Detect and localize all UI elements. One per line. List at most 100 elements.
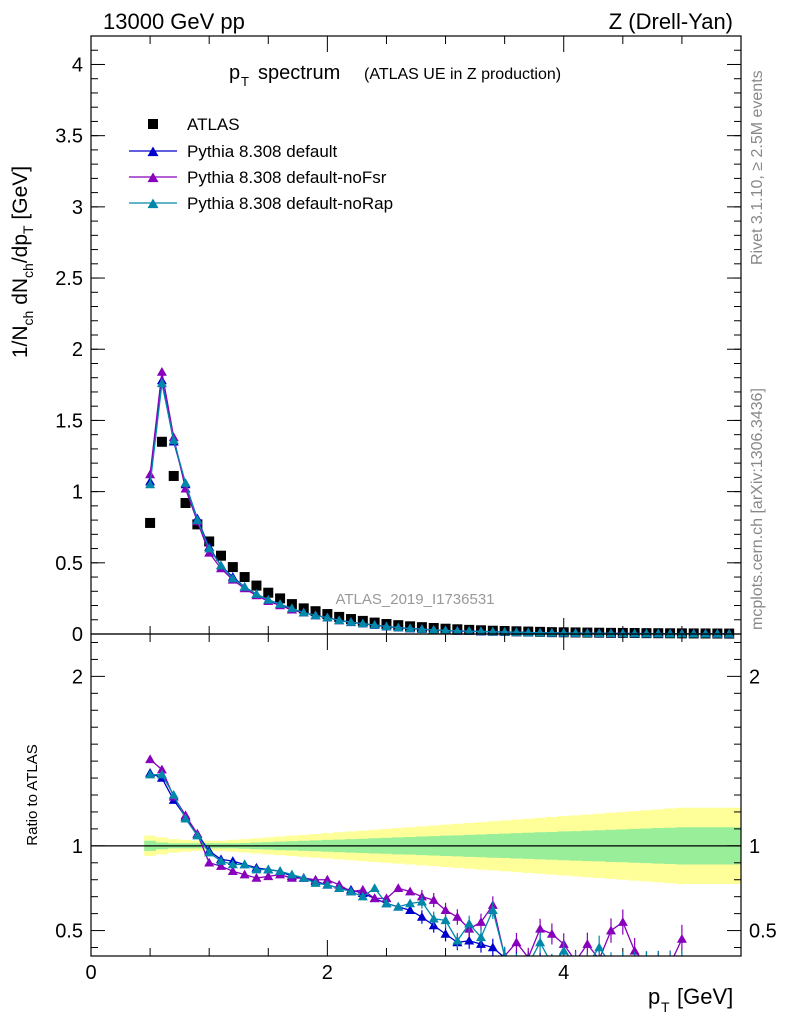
ratio-data-point xyxy=(582,939,593,948)
ratio-data-point xyxy=(216,856,226,865)
main-data-point xyxy=(629,628,640,638)
main-data-point xyxy=(168,470,179,481)
main-data-point xyxy=(617,628,628,638)
ratio-data-point xyxy=(180,813,191,823)
ratio-ytick-labels: 0.5 0.5 1 1 2 2 xyxy=(55,666,777,942)
ratio-ytick-label-right: 1 xyxy=(749,836,760,858)
ratio-data-point xyxy=(156,769,167,779)
ratio-data-point xyxy=(464,918,475,928)
main-data-point xyxy=(275,599,286,608)
ratio-data-point xyxy=(653,959,663,968)
main-data-point xyxy=(570,628,581,637)
main-data-point xyxy=(487,626,498,636)
legend: ATLAS Pythia 8.308 default Pythia 8.308 de… xyxy=(129,115,393,213)
main-data-point xyxy=(192,515,203,524)
ratio-data-point xyxy=(263,864,274,874)
ratio-xtick-label: 0 xyxy=(85,962,96,984)
ratio-data-point xyxy=(452,935,463,945)
ratio-data-point xyxy=(156,764,167,774)
ratio-data-point xyxy=(523,956,533,965)
main-data-point xyxy=(145,479,156,489)
side-text-top: Rivet 3.1.10, ≥ 2.5M events xyxy=(749,70,766,265)
main-data-point xyxy=(428,624,439,634)
ratio-data-point xyxy=(606,968,616,977)
ratio-ylabel: Ratio to ATLAS xyxy=(24,744,41,845)
title-word: spectrum xyxy=(258,62,340,84)
main-data-point xyxy=(594,628,605,638)
ratio-data-point xyxy=(630,971,640,980)
main-data-point xyxy=(381,621,392,631)
ratio-series-1 xyxy=(145,754,687,968)
ratio-data-point xyxy=(653,975,663,984)
ratio-data-point xyxy=(630,959,640,968)
main-ytick-label: 3.5 xyxy=(55,126,83,148)
ratio-data-point xyxy=(428,895,439,904)
main-data-point xyxy=(263,587,274,598)
ratio-frame xyxy=(90,633,742,957)
main-data-point xyxy=(606,628,616,638)
ratio-data-point xyxy=(168,790,179,799)
main-data-point xyxy=(275,593,286,604)
xlabel-unit: [GeV] xyxy=(677,984,733,1009)
ratio-data-point xyxy=(464,935,475,945)
ratio-data-point xyxy=(310,878,321,887)
ratio-data-point xyxy=(393,901,404,911)
ratio-data-point xyxy=(571,958,581,967)
analysis-watermark: ATLAS_2019_I1736531 xyxy=(335,591,494,608)
ratio-data-point xyxy=(618,959,628,968)
ratio-data-point xyxy=(571,963,581,972)
ratio-data-point xyxy=(594,942,605,952)
ratio-data-point xyxy=(535,923,546,933)
main-data-point xyxy=(405,623,416,633)
ratio-xtick-labels: 0 2 4 xyxy=(85,962,569,984)
main-data-point xyxy=(227,573,238,583)
ratio-data-point xyxy=(263,871,274,881)
main-data-point xyxy=(688,628,699,638)
main-data-point xyxy=(322,612,333,622)
ratio-data-point xyxy=(393,883,404,892)
ratio-data-point xyxy=(145,769,156,779)
ratio-data-point xyxy=(275,866,286,876)
title-sub-T: T xyxy=(241,74,249,89)
legend-label: Pythia 8.308 default-noFsr xyxy=(187,168,387,187)
main-ytick-label: 0 xyxy=(72,624,83,646)
ratio-data-point xyxy=(369,883,380,892)
main-data-point xyxy=(334,615,345,625)
main-data-point xyxy=(156,436,167,447)
ratio-data-point xyxy=(322,874,333,884)
ratio-data-point xyxy=(227,859,238,869)
ratio-data-point xyxy=(369,893,380,903)
ratio-series-layer xyxy=(145,754,687,984)
legend-marker xyxy=(147,146,159,157)
ratio-data-point xyxy=(239,859,250,869)
main-axis-ticks xyxy=(90,35,742,635)
main-ytick-label: 2.5 xyxy=(55,268,83,290)
main-title: p T spectrum (ATLAS UE in Z production) xyxy=(229,62,561,89)
main-data-point xyxy=(393,622,404,632)
main-data-point xyxy=(310,610,321,620)
ratio-data-point xyxy=(416,912,427,921)
ratio-data-point xyxy=(192,830,203,840)
main-data-point xyxy=(665,628,676,638)
ratio-data-point xyxy=(487,942,498,952)
legend-label: Pythia 8.308 default xyxy=(187,142,338,161)
ratio-data-point xyxy=(546,928,557,938)
main-series-0 xyxy=(145,436,735,639)
main-data-point xyxy=(653,628,664,638)
ratio-axis-ticks xyxy=(90,634,742,956)
title-note: (ATLAS UE in Z production) xyxy=(364,66,561,83)
main-data-point xyxy=(227,562,238,573)
main-data-point xyxy=(263,594,274,604)
main-data-point xyxy=(204,543,215,553)
header-right: Z (Drell-Yan) xyxy=(609,9,733,34)
main-series-3 xyxy=(145,378,735,638)
ratio-data-point xyxy=(582,965,592,974)
ratio-data-point xyxy=(452,912,463,921)
main-data-point xyxy=(724,628,735,638)
ratio-data-point xyxy=(145,754,156,764)
main-data-point xyxy=(156,378,167,388)
x-axis-label: p T [GeV] xyxy=(648,984,733,1015)
ratio-data-point xyxy=(239,869,250,879)
ratio-series-0 xyxy=(145,767,663,984)
ratio-ytick-label: 2 xyxy=(72,666,83,688)
